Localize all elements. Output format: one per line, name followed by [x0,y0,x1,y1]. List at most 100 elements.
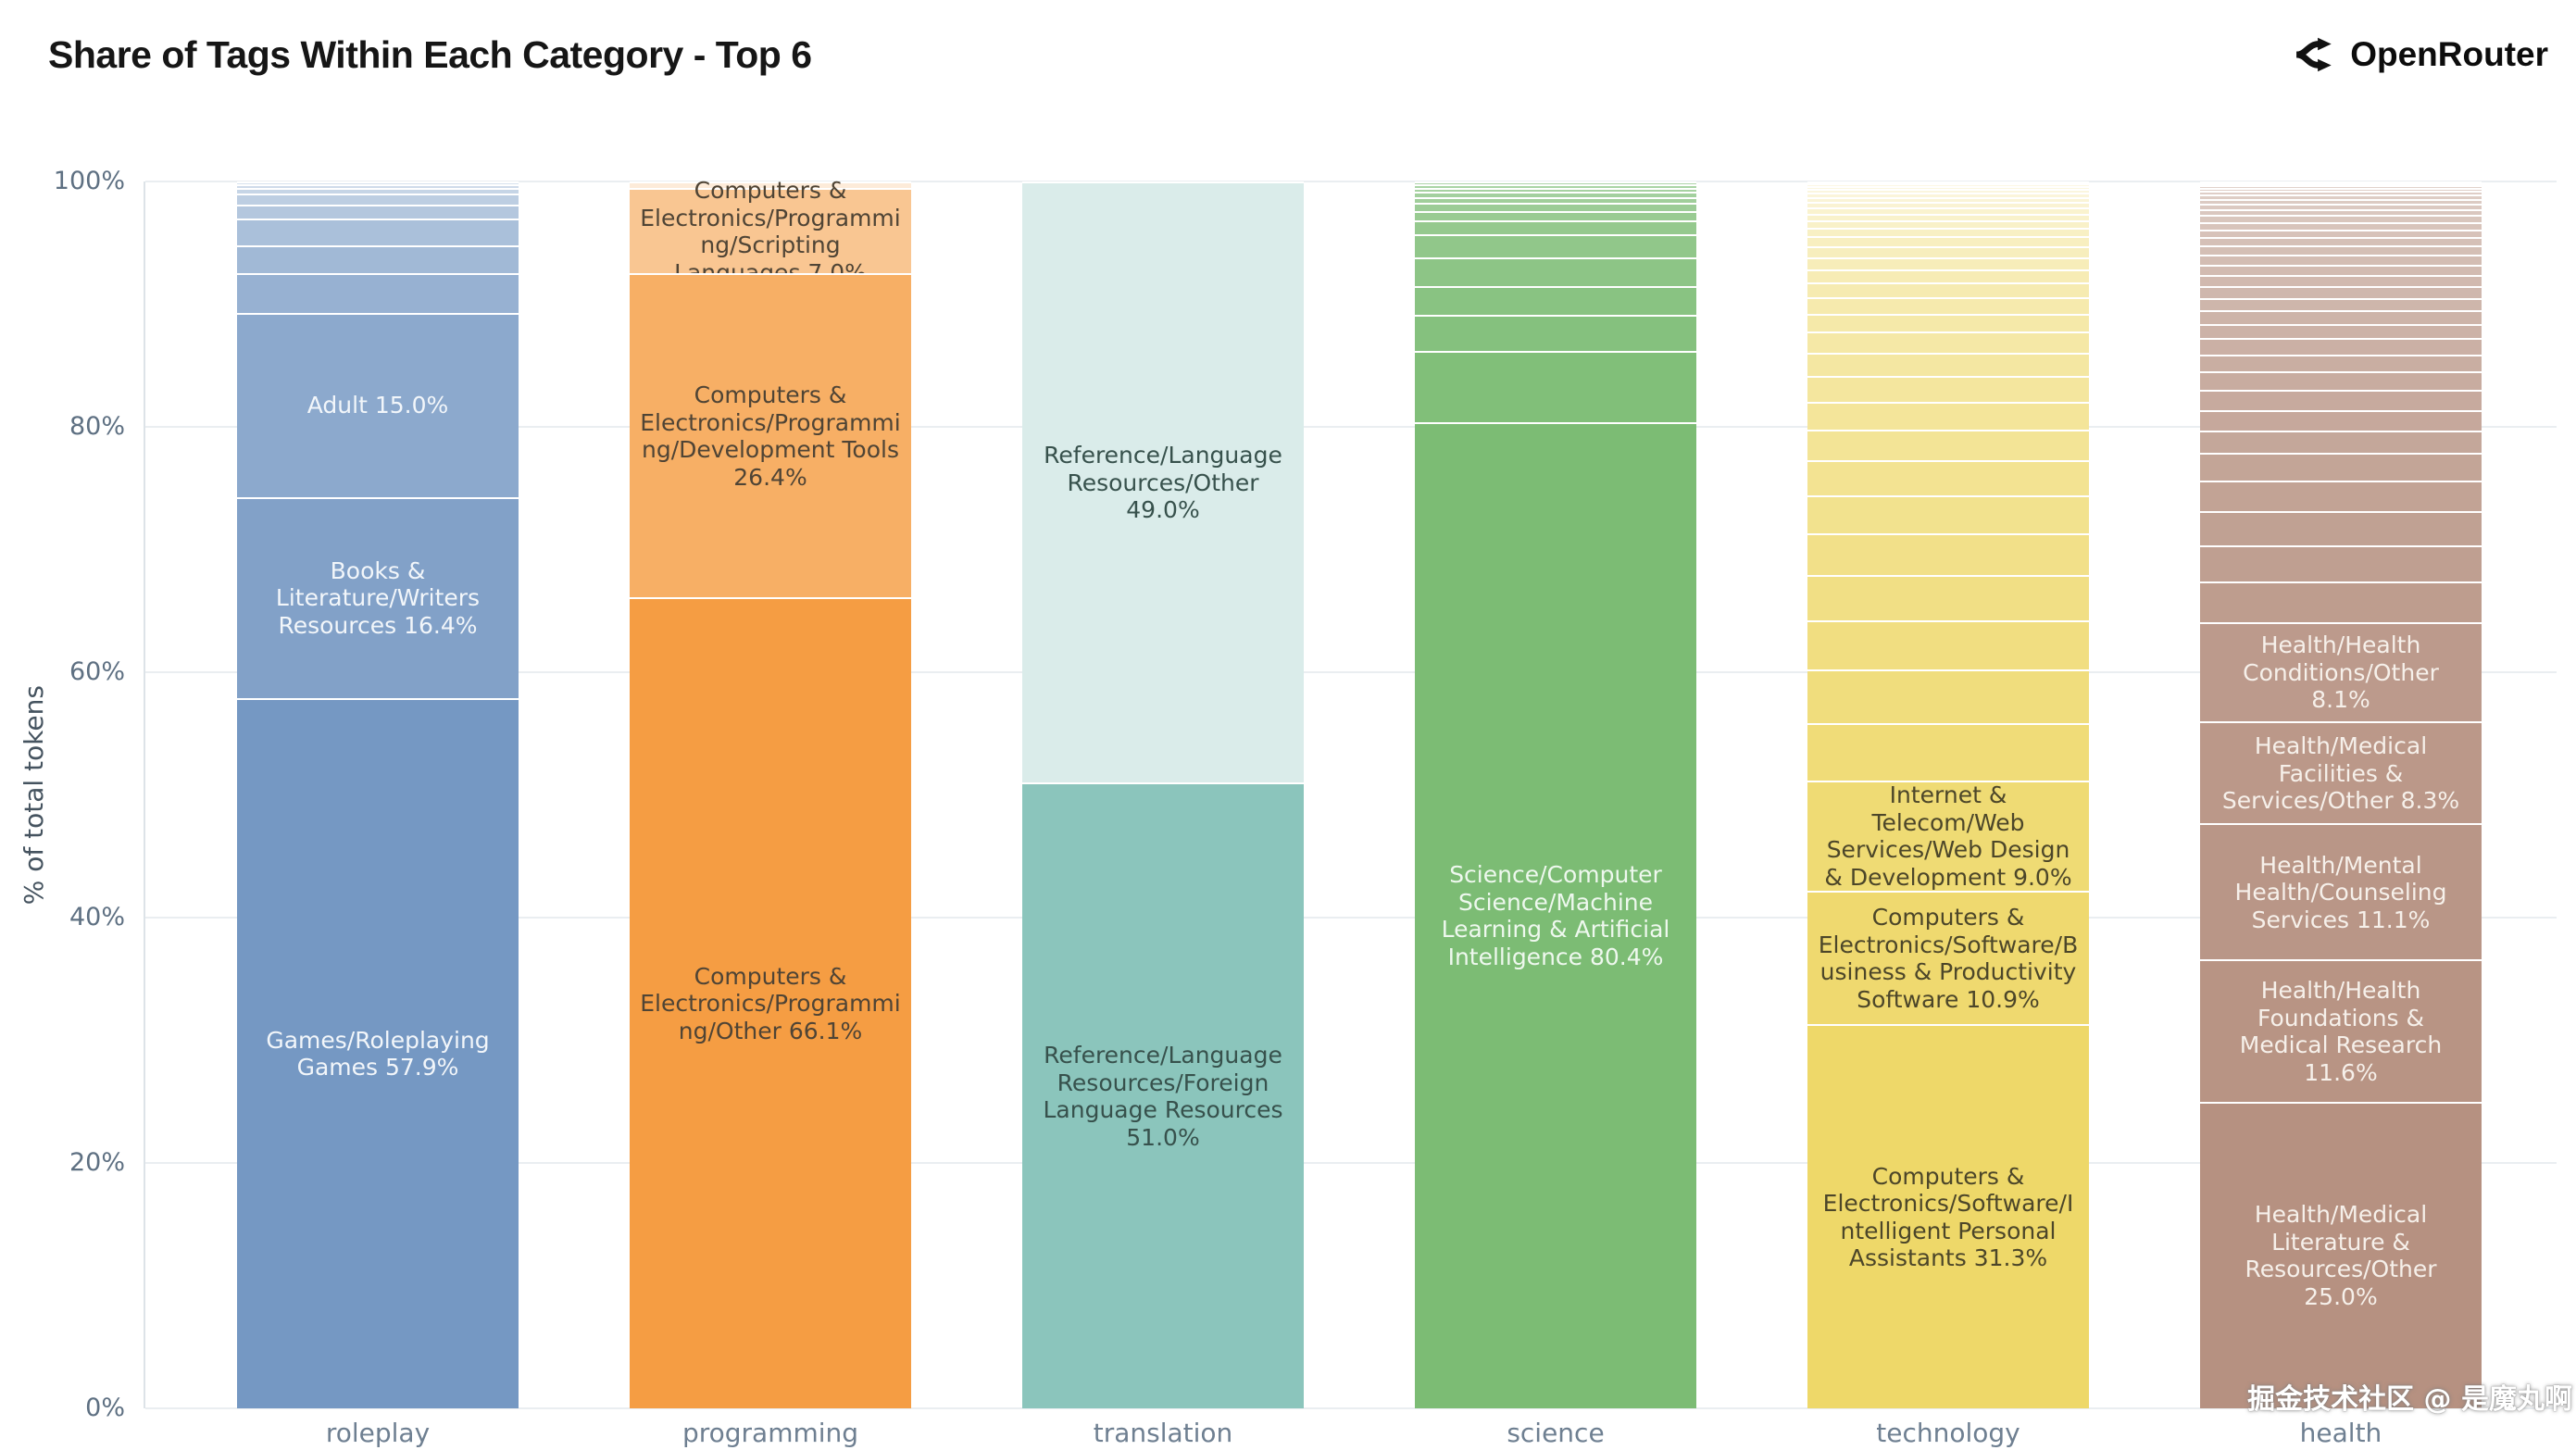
bar-segment-health-14[interactable] [2200,354,2482,372]
bar-segment-technology-26[interactable] [1807,202,2089,207]
bar-segment-health-31[interactable] [2200,194,2482,199]
bar-segment-health-27[interactable] [2200,215,2482,222]
bar-segment-health-35[interactable] [2200,182,2482,185]
bar-segment-technology-10[interactable] [1807,430,2089,461]
bar-segment-technology-15[interactable] [1807,313,2089,332]
bar-segment-health-24[interactable] [2200,237,2482,246]
bar-segment-roleplay-10[interactable] [237,181,519,184]
bar-segment-translation-0[interactable]: Reference/Language Resources/Foreign Lan… [1022,782,1304,1408]
bar-segment-health-2[interactable]: Health/Mental Health/Counseling Services… [2200,823,2482,960]
bar-segment-science-9[interactable] [1415,196,1696,203]
bar-segment-health-36[interactable] [2200,181,2482,183]
bar-segment-technology-5[interactable] [1807,619,2089,669]
bar-segment-technology-31[interactable] [1807,183,2089,186]
bar-segment-health-8[interactable] [2200,481,2482,512]
bar-segment-health-22[interactable] [2200,255,2482,266]
bar-segment-science-12[interactable] [1415,183,1696,188]
bar-segment-health-1[interactable]: Health/Health Foundations & Medical Rese… [2200,959,2482,1102]
bar-segment-health-12[interactable] [2200,390,2482,410]
bar-segment-roleplay-5[interactable] [237,218,519,245]
bar-segment-technology-11[interactable] [1807,401,2089,431]
bar-segment-health-21[interactable] [2200,265,2482,276]
bar-segment-roleplay-1[interactable]: Books & Literature/Writers Resources 16.… [237,496,519,698]
bar-segment-programming-1[interactable]: Computers & Electronics/Programming/Deve… [630,273,911,598]
bar-segment-technology-17[interactable] [1807,282,2089,298]
bar-segment-technology-21[interactable] [1807,236,2089,246]
bar-segment-science-5[interactable] [1415,234,1696,258]
bar-segment-science-13[interactable] [1415,181,1696,184]
bar-segment-roleplay-8[interactable] [237,187,519,194]
bar-segment-science-3[interactable] [1415,285,1696,316]
bar-segment-health-29[interactable] [2200,203,2482,209]
bar-segment-roleplay-3[interactable] [237,273,519,313]
bar-segment-health-26[interactable] [2200,221,2482,230]
bar-segment-health-0[interactable]: Health/Medical Literature & Resources/Ot… [2200,1101,2482,1408]
bar-segment-technology-1[interactable]: Computers & Electronics/Software/Busines… [1807,890,2089,1025]
bar-segment-technology-3[interactable] [1807,723,2089,781]
bar-segment-roleplay-9[interactable] [237,183,519,188]
bar-segment-technology-16[interactable] [1807,297,2089,314]
bar-segment-technology-22[interactable] [1807,227,2089,237]
openrouter-brand[interactable]: OpenRouter [2292,31,2548,78]
bar-segment-science-0[interactable]: Science/Computer Science/Machine Learnin… [1415,421,1696,1408]
bar-segment-science-1[interactable] [1415,350,1696,422]
bar-segment-technology-20[interactable] [1807,245,2089,257]
bar-segment-health-19[interactable] [2200,286,2482,298]
bar-segment-science-10[interactable] [1415,192,1696,197]
bar-segment-health-6[interactable] [2200,544,2482,582]
bar-segment-science-8[interactable] [1415,202,1696,211]
bar-segment-science-4[interactable] [1415,257,1696,286]
bar-segment-science-2[interactable] [1415,315,1696,351]
bar-segment-technology-2[interactable]: Internet & Telecom/Web Services/Web Desi… [1807,780,2089,891]
bar-segment-health-16[interactable] [2200,323,2482,339]
bar-segment-health-17[interactable] [2200,310,2482,324]
bar-segment-technology-4[interactable] [1807,669,2089,723]
bar-segment-health-34[interactable] [2200,184,2482,188]
bar-segment-science-7[interactable] [1415,210,1696,221]
bar-segment-health-4[interactable]: Health/Health Conditions/Other 8.1% [2200,622,2482,722]
bar-segment-health-28[interactable] [2200,208,2482,216]
bar-segment-technology-18[interactable] [1807,269,2089,283]
bar-segment-technology-0[interactable]: Computers & Electronics/Software/Intelli… [1807,1024,2089,1408]
bar-segment-health-10[interactable] [2200,431,2482,454]
bar-segment-technology-29[interactable] [1807,189,2089,194]
bar-segment-health-32[interactable] [2200,190,2482,194]
bar-segment-roleplay-7[interactable] [237,194,519,206]
bar-segment-technology-25[interactable] [1807,206,2089,214]
bar-segment-health-9[interactable] [2200,453,2482,481]
bar-segment-health-30[interactable] [2200,198,2482,204]
bar-segment-technology-14[interactable] [1807,331,2089,353]
bar-segment-technology-24[interactable] [1807,213,2089,220]
bar-segment-technology-13[interactable] [1807,352,2089,377]
bar-segment-science-11[interactable] [1415,187,1696,193]
bar-segment-technology-23[interactable] [1807,219,2089,228]
bar-segment-roleplay-4[interactable] [237,244,519,274]
bar-segment-health-20[interactable] [2200,275,2482,287]
bar-segment-health-5[interactable] [2200,581,2482,623]
bar-segment-technology-12[interactable] [1807,376,2089,402]
bar-segment-technology-30[interactable] [1807,185,2089,190]
bar-segment-roleplay-2[interactable]: Adult 15.0% [237,312,519,497]
bar-segment-technology-28[interactable] [1807,193,2089,197]
bar-segment-roleplay-0[interactable]: Games/Roleplaying Games 57.9% [237,697,519,1408]
bar-segment-health-23[interactable] [2200,245,2482,256]
bar-segment-technology-27[interactable] [1807,196,2089,203]
bar-segment-technology-32[interactable] [1807,181,2089,184]
bar-segment-programming-3[interactable] [630,181,911,188]
bar-segment-health-3[interactable]: Health/Medical Facilities & Services/Oth… [2200,721,2482,824]
bar-segment-health-25[interactable] [2200,229,2482,238]
bar-segment-technology-19[interactable] [1807,256,2089,269]
bar-segment-programming-0[interactable]: Computers & Electronics/Programming/Othe… [630,597,911,1408]
bar-segment-science-6[interactable] [1415,220,1696,234]
bar-segment-health-18[interactable] [2200,297,2482,311]
bar-segment-technology-9[interactable] [1807,460,2089,495]
bar-segment-technology-8[interactable] [1807,494,2089,533]
bar-segment-roleplay-6[interactable] [237,205,519,219]
bar-segment-health-15[interactable] [2200,338,2482,355]
bar-segment-technology-6[interactable] [1807,574,2089,620]
bar-segment-health-11[interactable] [2200,409,2482,431]
bar-segment-programming-2[interactable]: Computers & Electronics/Programming/Scri… [630,177,911,286]
bar-segment-health-7[interactable] [2200,511,2482,545]
bar-segment-health-33[interactable] [2200,187,2482,191]
bar-segment-translation-1[interactable]: Reference/Language Resources/Other 49.0% [1022,181,1304,783]
